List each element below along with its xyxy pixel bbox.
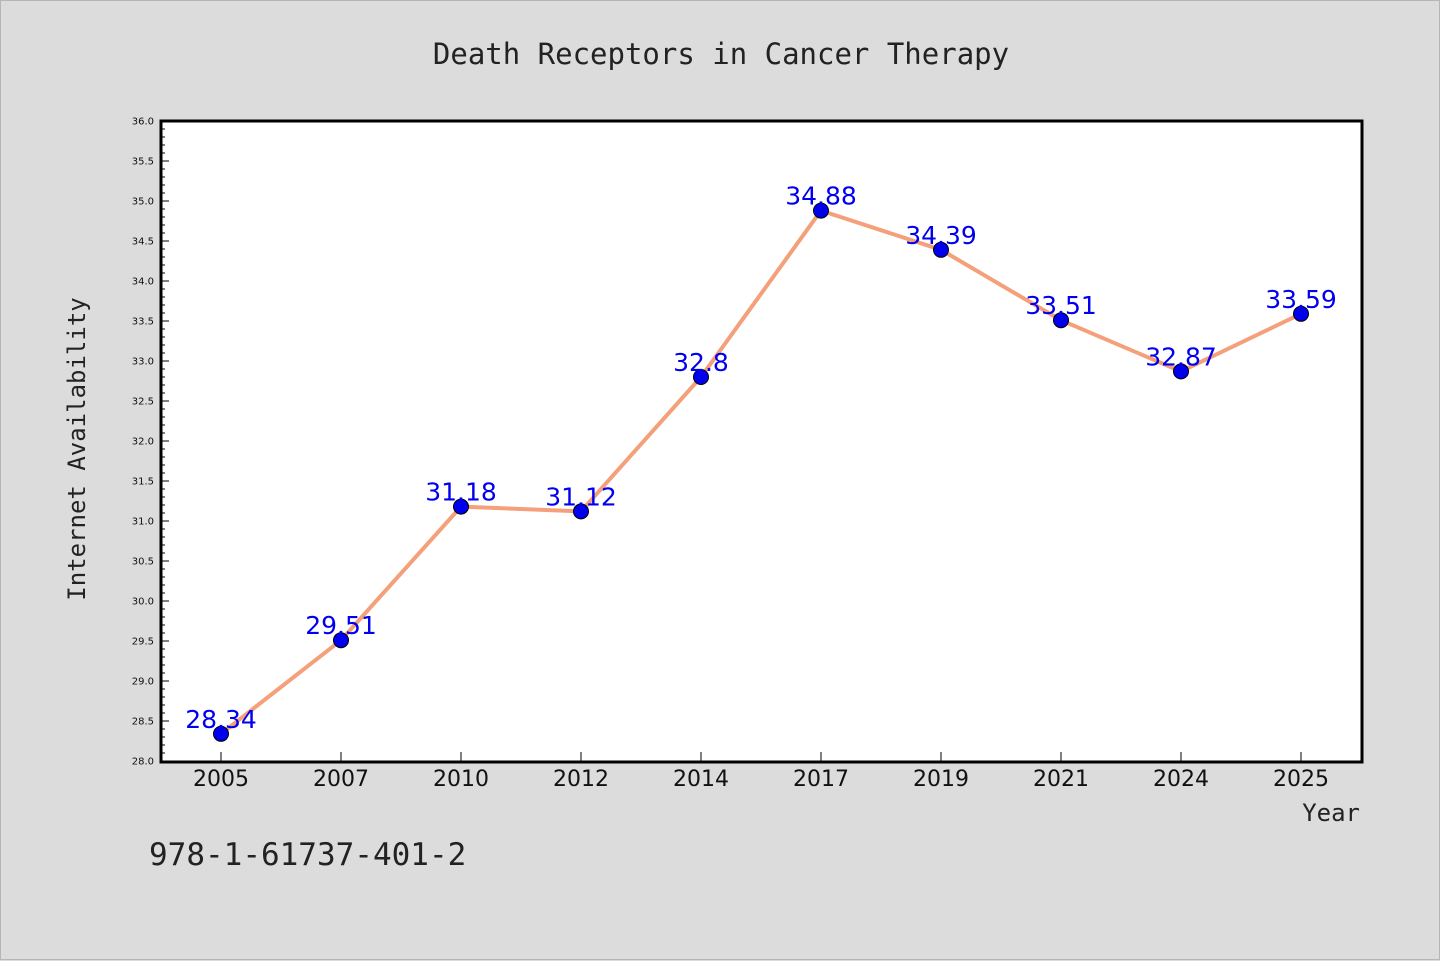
y-tick-label: 31.5 [132,477,154,488]
data-label: 34.39 [905,221,977,250]
data-label: 28.34 [185,705,257,734]
data-point [693,369,709,385]
data-point [1053,312,1069,329]
x-tick-label: 2021 [1033,767,1089,792]
data-point [453,498,469,515]
y-axis-label: Internet Availability [63,297,91,600]
data-point [933,241,949,258]
y-tick-label: 33.0 [132,357,154,368]
plot-area [161,121,1362,762]
x-tick-label: 2010 [433,767,489,792]
series-line [219,208,1303,736]
data-label: 33.51 [1025,291,1097,320]
data-point [813,202,829,219]
data-label: 33.59 [1265,285,1337,314]
data-label: 31.12 [545,482,617,511]
x-tick-label: 2014 [673,767,729,792]
y-tick-label: 33.5 [132,317,154,328]
x-axis-ticks: 2005 2007 2010 2012 2014 2017 2019 2021 2024 2025 [193,752,1329,792]
y-tick-label: 35.5 [132,157,154,168]
y-tick-label: 28.0 [132,757,154,768]
x-tick-label: 2007 [313,767,369,792]
data-label: 32.8 [673,348,729,377]
y-tick-label: 32.5 [132,397,154,408]
data-label: 34.88 [785,182,857,211]
series-group: 28.34 29.51 31.18 31.12 32.8 34.88 34.39 33.51 3… [185,182,1337,742]
y-tick-label: 29.5 [132,637,154,648]
data-point [1173,363,1189,380]
isbn-annotation: 978-1-61737-401-2 [149,837,466,873]
data-point [1293,305,1309,322]
y-tick-label: 32.0 [132,437,154,448]
x-axis-label: Year [1302,799,1360,827]
x-tick-label: 2019 [913,767,969,792]
y-tick-label: 30.5 [132,557,154,568]
chart-title: Death Receptors in Cancer Therapy [433,37,1009,71]
plot-frame [159,119,1364,764]
y-tick-label: 34.5 [132,237,154,248]
y-tick-label: 36.0 [132,117,154,128]
x-tick-label: 2025 [1273,767,1329,792]
y-tick-label: 34.0 [132,277,154,288]
data-point [333,632,349,649]
data-label: 29.51 [305,611,377,640]
x-tick-label: 2017 [793,767,849,792]
y-tick-label: 29.0 [132,677,154,688]
data-label: 32.87 [1145,342,1217,371]
y-tick-label: 30.0 [132,597,154,608]
data-point [573,503,589,520]
y-tick-label: 28.5 [132,717,154,728]
data-point [213,725,229,742]
x-tick-label: 2005 [193,767,249,792]
x-tick-label: 2012 [553,767,609,792]
x-tick-label: 2024 [1153,767,1209,792]
y-tick-label: 35.0 [132,197,154,208]
y-tick-label: 31.0 [132,517,154,528]
data-label: 31.18 [425,478,497,507]
